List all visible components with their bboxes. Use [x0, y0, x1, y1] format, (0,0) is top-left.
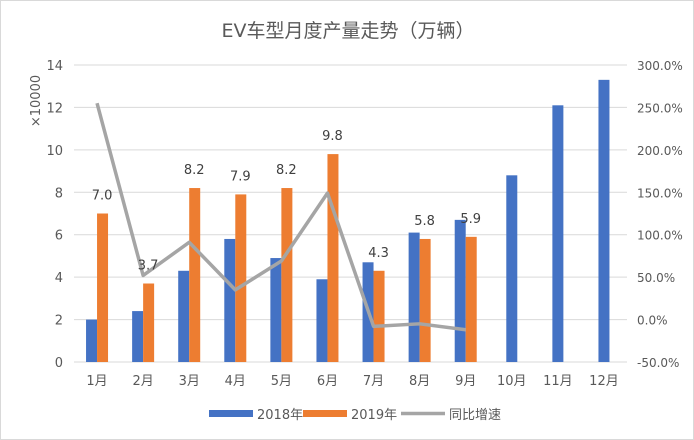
bar-2018	[86, 319, 98, 362]
x-tick-label: 7月	[363, 374, 384, 389]
y2-tick-label: 150.0%	[637, 186, 683, 200]
y-tick-label: 6	[55, 229, 63, 244]
legend-swatch	[209, 410, 253, 417]
y-tick-label: 2	[55, 314, 63, 329]
y2-tick-label: 300.0%	[637, 59, 683, 73]
bar-2018	[270, 258, 282, 362]
data-label: 5.9	[460, 212, 481, 227]
y2-tick-label: 100.0%	[637, 229, 683, 243]
bar-2018	[552, 105, 564, 363]
y-axis-label: ×10000	[29, 75, 44, 127]
bar-2018	[178, 270, 190, 362]
y2-tick-label: 200.0%	[637, 144, 683, 158]
y-tick-label: 0	[55, 356, 63, 371]
bar-2018	[454, 219, 466, 362]
bar-2018	[598, 79, 610, 362]
x-tick-label: 11月	[543, 374, 573, 389]
data-label: 8.2	[276, 163, 297, 178]
data-label: 3.7	[138, 259, 159, 274]
x-tick-label: 6月	[317, 374, 338, 389]
x-tick-label: 12月	[589, 374, 619, 389]
legend-label: 同比增速	[449, 408, 501, 423]
bar-2019	[143, 283, 155, 362]
x-tick-label: 9月	[455, 374, 476, 389]
x-tick-label: 3月	[179, 374, 200, 389]
bar-2019	[97, 213, 109, 362]
y-tick-label: 8	[55, 186, 63, 201]
y-tick-label: 12	[46, 101, 63, 116]
bar-2019	[465, 236, 477, 362]
legend-label: 2019年	[351, 408, 397, 423]
bar-2018	[132, 311, 144, 362]
bar-2019	[235, 194, 247, 362]
bar-2019	[419, 238, 431, 362]
x-tick-label: 2月	[132, 374, 153, 389]
data-label: 8.2	[184, 163, 205, 178]
data-label: 9.8	[322, 129, 343, 144]
y-tick-label: 10	[46, 144, 63, 159]
x-tick-label: 8月	[409, 374, 430, 389]
bar-2019	[373, 270, 385, 362]
x-tick-label: 10月	[497, 374, 527, 389]
y2-tick-label: 250.0%	[637, 101, 683, 115]
data-label: 7.0	[92, 189, 113, 204]
bar-2018	[408, 232, 420, 362]
bar-2018	[224, 238, 236, 362]
bar-2019	[327, 154, 339, 362]
bar-2019	[189, 188, 201, 362]
legend-swatch	[303, 410, 347, 417]
chart-title: EV车型月度产量走势（万辆）	[221, 20, 474, 42]
y2-tick-label: 0.0%	[637, 314, 668, 328]
y2-tick-label: 50.0%	[637, 271, 675, 285]
x-tick-label: 5月	[271, 374, 292, 389]
y-tick-label: 4	[55, 271, 63, 286]
bar-2018	[316, 279, 328, 362]
data-label: 7.9	[230, 169, 251, 184]
legend-label: 2018年	[257, 408, 303, 423]
x-tick-label: 1月	[86, 374, 107, 389]
data-label: 5.8	[414, 214, 435, 229]
data-label: 4.3	[368, 246, 389, 261]
bar-2018	[506, 175, 518, 362]
y-tick-label: 14	[46, 59, 63, 74]
y2-tick-label: -50.0%	[637, 356, 679, 370]
bar-2019	[281, 188, 293, 362]
x-tick-label: 4月	[225, 374, 246, 389]
